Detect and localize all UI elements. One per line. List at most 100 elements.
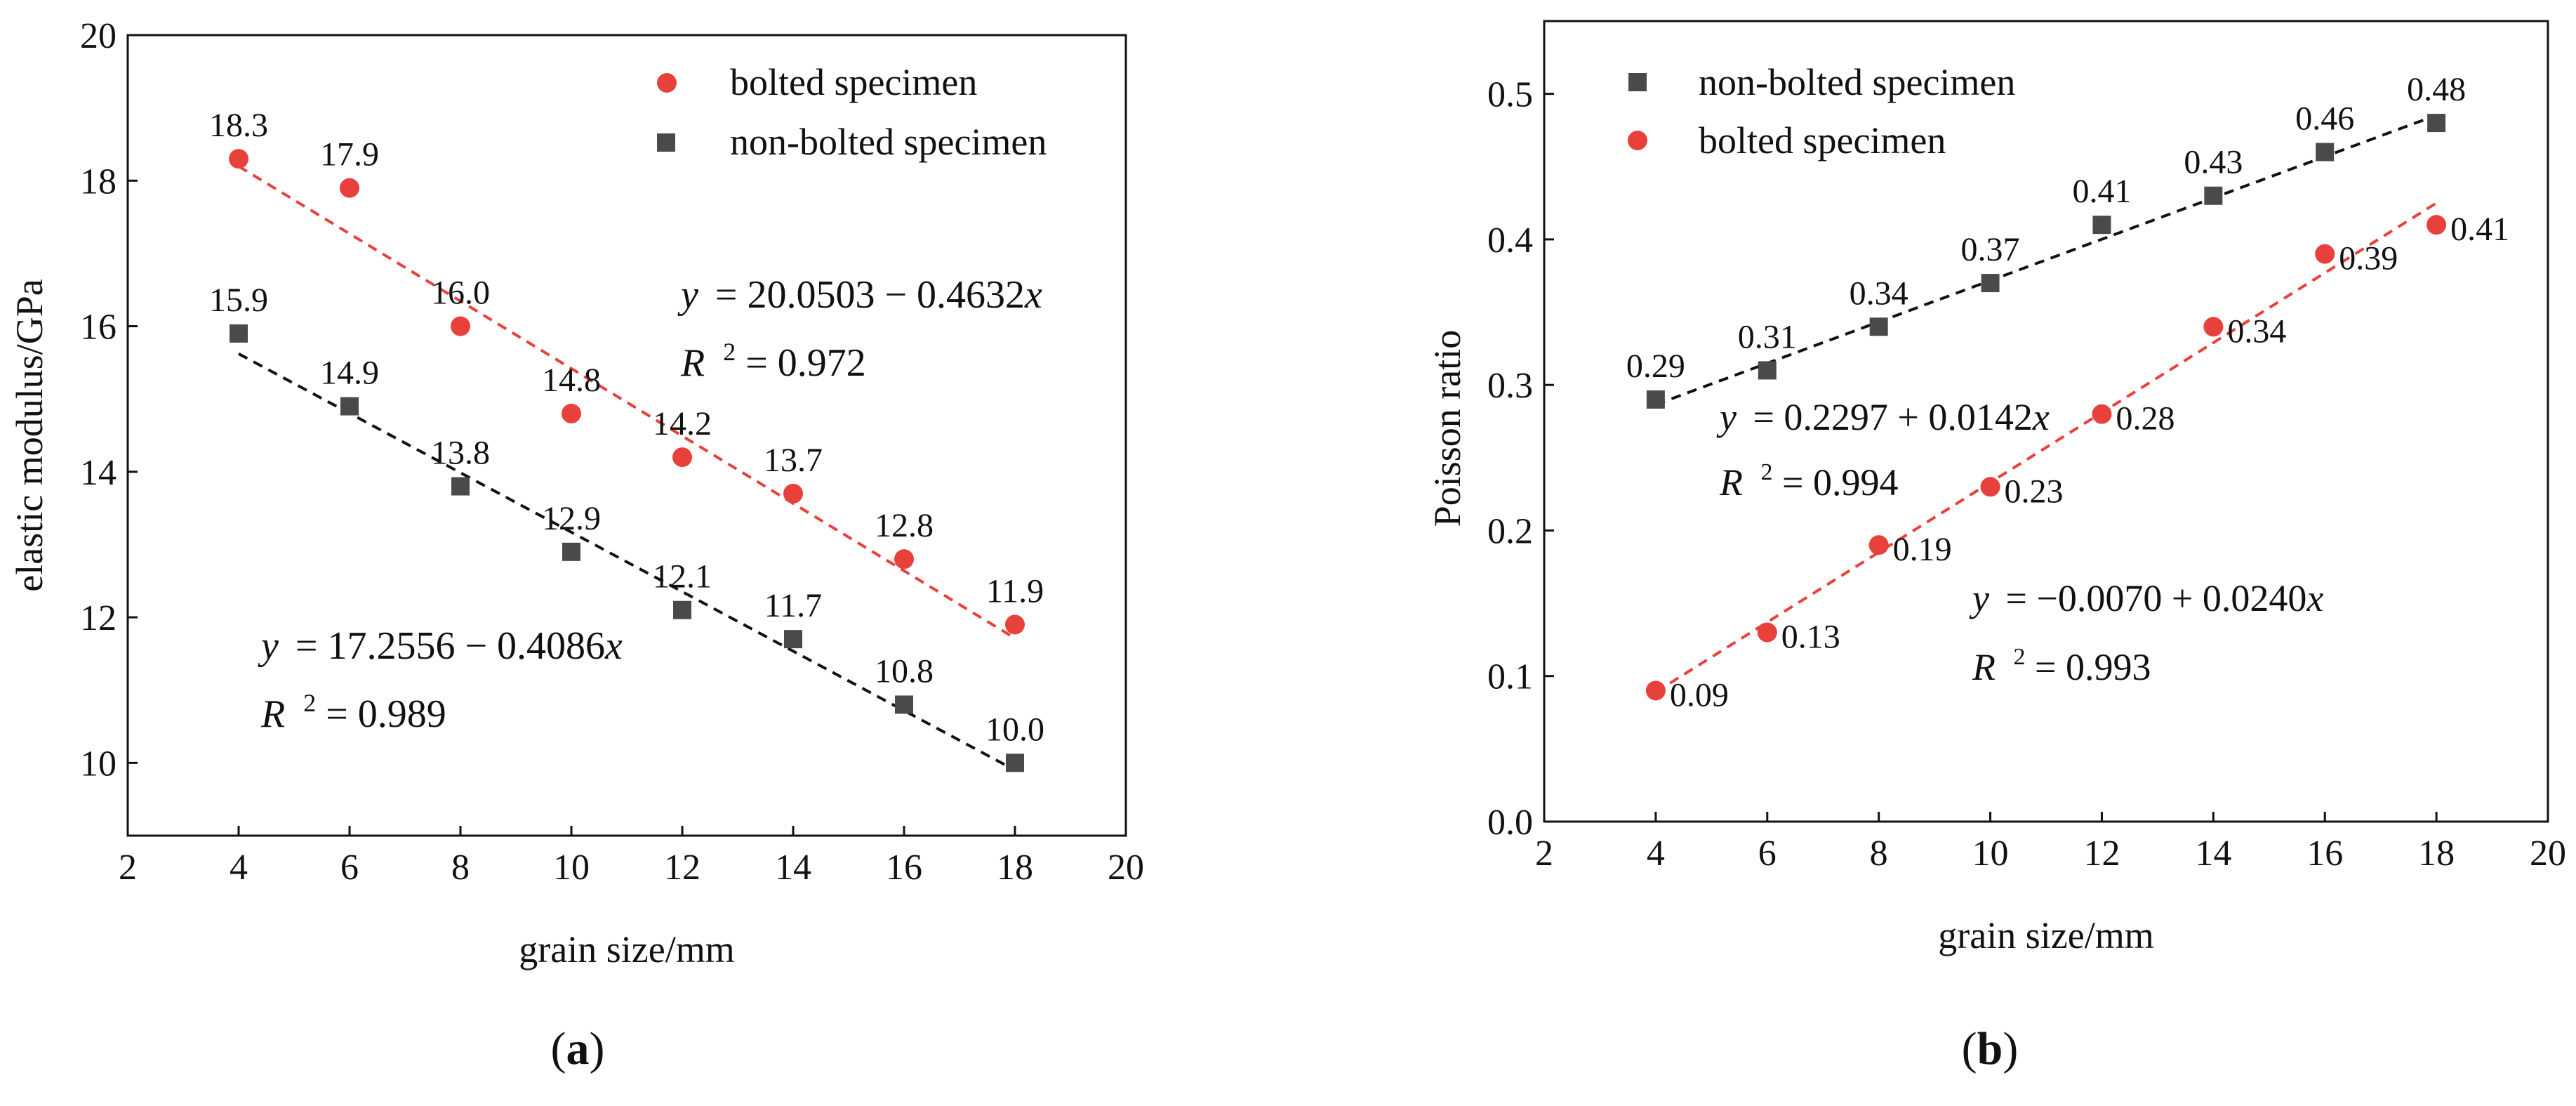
panel-a-point-bolted-specimen: [894, 549, 914, 570]
panel-b-y-axis: 0.0 0.1 0.2 0.3 0.4 0.5: [1487, 75, 1554, 843]
panel-a-x-tick-label: 2: [119, 848, 137, 888]
panel-b-point-bolted-specimen: [1645, 680, 1666, 701]
panel-a-point-non-bolted-specimen: [673, 600, 691, 619]
panel-b-x-tick-label: 4: [1647, 834, 1665, 874]
panel-a-fit-lines: [237, 165, 1016, 772]
panel-a-x-tick-label: 20: [1108, 848, 1144, 888]
panel-b-data-label-non-bolted-specimen: 0.48: [2407, 71, 2466, 108]
panel-a-label: (a): [551, 1023, 605, 1074]
panel-a-data-label-bolted-specimen: 12.8: [875, 507, 934, 544]
panel-b-y-tick-label: 0.2: [1487, 511, 1533, 551]
panel-a-x-tick-label: 12: [664, 848, 701, 888]
panel-b-point-non-bolted-specimen: [1981, 274, 2000, 293]
panel-b-data-label-bolted-specimen: 0.41: [2450, 211, 2509, 248]
panel-b-fit-line-bolted-specimen: [1654, 202, 2438, 694]
panel-b-data-label-bolted-specimen: 0.28: [2116, 400, 2175, 437]
panel-a-data-label-bolted-specimen: 18.3: [209, 107, 268, 144]
panel-b-x-tick-label: 6: [1758, 834, 1777, 874]
panel-b-y-tick-label: 0.4: [1487, 220, 1533, 261]
panel-a-point-non-bolted-specimen: [451, 477, 470, 496]
panel-b-x-tick-label: 10: [1972, 834, 2009, 874]
panel-a-legend-label-non-bolted: non-bolted specimen: [730, 121, 1047, 163]
panel-b-data-label-bolted-specimen: 0.13: [1781, 619, 1840, 656]
panel-b-point-bolted-specimen: [1757, 622, 1777, 643]
panel-a-y-tick-label: 18: [80, 162, 117, 202]
panel-a-x-tick-label: 4: [230, 848, 248, 888]
panel-a-legend-label-bolted: bolted specimen: [730, 61, 977, 103]
panel-b-legend-marker-bolted: [1628, 131, 1647, 150]
panel-b-x-tick-label: 16: [2306, 834, 2343, 874]
panel-b-poisson-ratio-chart: 2 4 6 8 10 12 14 16 18 20 0.0 0.1 0.2 0.3 0.4 0.5 0.29…: [1426, 20, 2566, 1074]
panel-a-data-label-non-bolted-specimen: 14.9: [320, 355, 379, 392]
panel-b-equation-non-bolted: y = 0.2297 + 0.0142x: [1716, 396, 2050, 438]
panel-a-data-label-non-bolted-specimen: 12.9: [542, 500, 601, 537]
panel-b-y-tick-label: 0.3: [1487, 366, 1533, 406]
panel-a-y-tick-label: 16: [80, 308, 117, 348]
panel-a-r2-bolted: R 2 = 0.972: [680, 326, 866, 385]
panel-a-point-bolted-specimen: [451, 316, 470, 336]
panel-b-point-non-bolted-specimen: [1869, 317, 1888, 336]
panel-b-point-non-bolted-specimen: [2092, 216, 2111, 235]
panel-b-data-label-bolted-specimen: 0.23: [2005, 473, 2064, 510]
panel-b-data-label-non-bolted-specimen: 0.31: [1738, 318, 1797, 355]
panel-a-data-label-bolted-specimen: 14.8: [542, 362, 601, 399]
panel-a-data-label-bolted-specimen: 14.2: [653, 405, 712, 442]
panel-a-y-axis-title: elastic modulus/GPa: [8, 279, 51, 591]
panel-a-point-non-bolted-specimen: [895, 695, 913, 714]
panel-a-fit-line-non-bolted-specimen: [238, 353, 1016, 772]
panel-b-point-bolted-specimen: [2203, 317, 2224, 337]
panel-a-legend-marker-bolted: [657, 73, 677, 93]
panel-a-data-label-bolted-specimen: 16.0: [431, 275, 490, 312]
panel-b-point-non-bolted-specimen: [1758, 361, 1777, 380]
panel-b-data-label-non-bolted-specimen: 0.43: [2184, 144, 2243, 181]
panel-a-equation-non-bolted: y = 17.2556 − 0.4086x: [258, 624, 623, 668]
panel-a-point-bolted-specimen: [562, 403, 581, 423]
panel-a-y-tick-label: 12: [80, 598, 117, 638]
panel-a-y-tick-label: 20: [80, 16, 117, 56]
panel-a-point-bolted-specimen: [783, 483, 803, 503]
panel-b-point-non-bolted-specimen: [2316, 143, 2335, 162]
panel-a-y-axis: 10 12 14 16 18 20: [80, 16, 138, 784]
panel-b-data-label-non-bolted-specimen: 0.37: [1961, 231, 2020, 268]
panel-b-data-labels: 0.29 0.31 0.34 0.37 0.41 0.43 0.46 0.48 0.09 0.13…: [1626, 71, 2509, 713]
panel-a-x-tick-label: 16: [886, 848, 922, 888]
panel-a-data-label-non-bolted-specimen: 10.0: [985, 711, 1044, 748]
panel-a-point-non-bolted-specimen: [562, 542, 580, 561]
panel-b-legend-label-bolted: bolted specimen: [1699, 119, 1946, 162]
panel-a-data-label-non-bolted-specimen: 12.1: [653, 558, 712, 595]
panel-a-data-label-bolted-specimen: 13.7: [764, 442, 823, 479]
panel-a-x-tick-label: 8: [451, 848, 470, 888]
panel-b-point-non-bolted-specimen: [2427, 114, 2446, 133]
panel-b-legend-label-non-bolted: non-bolted specimen: [1699, 61, 2015, 103]
panel-a-legend: bolted specimen non-bolted specimen: [657, 61, 1047, 163]
panel-b-point-bolted-specimen: [2426, 215, 2447, 235]
panel-a-point-bolted-specimen: [1005, 614, 1025, 635]
panel-a-data-label-bolted-specimen: 11.9: [986, 572, 1044, 610]
panel-b-point-non-bolted-specimen: [1646, 390, 1665, 409]
panel-b-y-tick-label: 0.0: [1487, 803, 1533, 843]
panel-b-plot-frame: [1543, 20, 2549, 823]
panel-b-label: (b): [1962, 1023, 2019, 1074]
panel-a-plot-frame: [126, 34, 1127, 837]
panel-a-point-non-bolted-specimen: [230, 324, 248, 343]
panel-b-legend: non-bolted specimen bolted specimen: [1628, 61, 2015, 162]
panel-a-x-tick-label: 10: [553, 848, 590, 888]
panel-a-r2-non-bolted: R 2 = 0.989: [260, 677, 446, 736]
panel-b-x-tick-label: 12: [2083, 834, 2120, 874]
panel-b-data-label-non-bolted-specimen: 0.34: [1850, 275, 1908, 312]
panel-b-y-axis-title: Poisson ratio: [1426, 330, 1468, 527]
panel-b-x-tick-label: 18: [2418, 834, 2455, 874]
panel-b-point-non-bolted-specimen: [2204, 186, 2223, 205]
panel-a-data-label-bolted-specimen: 17.9: [320, 136, 379, 173]
panel-b-x-tick-label: 8: [1870, 834, 1888, 874]
panel-a-x-tick-label: 14: [775, 848, 811, 888]
panel-a-point-non-bolted-specimen: [1006, 753, 1024, 772]
panel-b-fit-line-non-bolted-specimen: [1655, 114, 2437, 407]
panel-b-r2-non-bolted: R 2 = 0.994: [1719, 446, 1898, 503]
panel-a-elastic-modulus-chart: 2 4 6 8 10 12 14 16 18 20 10 12 14 16 18 20 18.3 17.9 16…: [8, 16, 1144, 1074]
panel-b-x-axis: 2 4 6 8 10 12 14 16 18 20: [1535, 812, 2566, 874]
panel-b-fit-lines: [1654, 114, 2438, 694]
panel-b-data-label-bolted-specimen: 0.34: [2227, 312, 2286, 350]
panel-b-point-bolted-specimen: [2315, 244, 2335, 264]
